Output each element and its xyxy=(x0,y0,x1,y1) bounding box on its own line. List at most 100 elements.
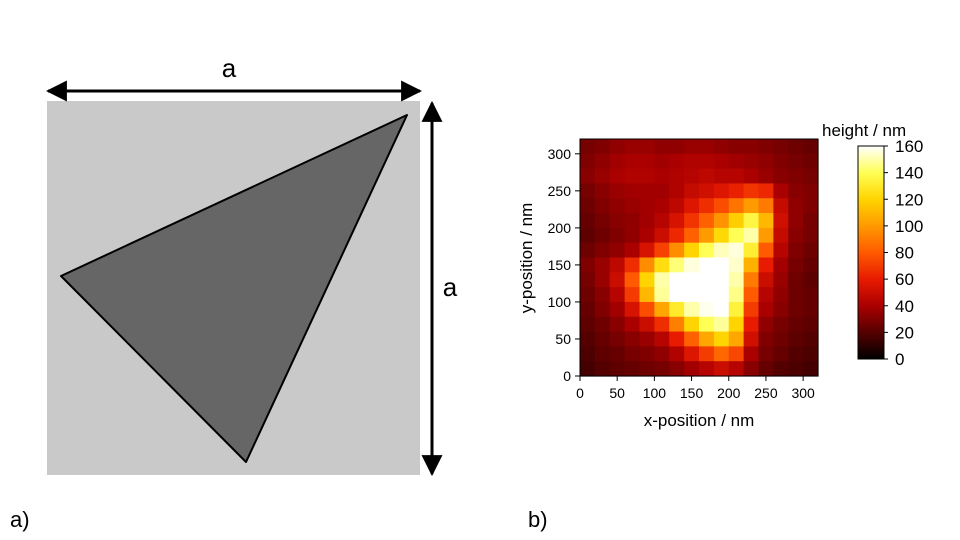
heatmap-cell xyxy=(773,272,789,288)
y-axis: 0 50 100 150 200 250 300 xyxy=(548,146,580,384)
heatmap-cell xyxy=(669,168,685,185)
heatmap-cell xyxy=(669,361,685,377)
heatmap-cell xyxy=(743,153,760,170)
heatmap-cell xyxy=(684,139,700,155)
heatmap-cell xyxy=(654,153,670,170)
heatmap-cell xyxy=(594,346,611,362)
heatmap-cell xyxy=(639,139,655,155)
heatmap-cell xyxy=(684,361,700,377)
heatmap-cell xyxy=(773,198,789,214)
y-tick-label: 0 xyxy=(563,368,571,384)
x-tick-label: 100 xyxy=(643,385,667,401)
heatmap-cell xyxy=(758,213,774,229)
heatmap-cell xyxy=(594,331,611,347)
heatmap-cell xyxy=(713,139,730,155)
heatmap-cell xyxy=(713,183,730,199)
heatmap-cell xyxy=(654,242,670,259)
heatmap-cell xyxy=(803,361,819,377)
heatmap-cell xyxy=(639,168,655,185)
heatmap-cell xyxy=(788,301,804,318)
heatmap-cell xyxy=(743,183,760,199)
heatmap-cell xyxy=(803,168,819,185)
heatmap-cell xyxy=(580,361,596,377)
heatmap-cell xyxy=(803,153,819,170)
heatmap-cell xyxy=(654,213,670,229)
heatmap-cell xyxy=(639,198,655,214)
heatmap-cell xyxy=(788,346,804,362)
heatmap-cell xyxy=(609,213,626,229)
x-axis-title: x-position / nm xyxy=(644,411,755,430)
heatmap-cell xyxy=(758,153,774,170)
heatmap-cell xyxy=(713,242,730,259)
y-tick-label: 200 xyxy=(548,220,572,236)
heatmap-cell xyxy=(743,301,760,318)
heatmap-cell xyxy=(788,153,804,170)
heatmap-cell xyxy=(669,213,685,229)
heatmap-cell xyxy=(624,153,641,170)
heatmap-cell xyxy=(594,301,611,318)
heatmap-cell xyxy=(609,198,626,214)
heatmap-cell xyxy=(773,287,789,303)
heatmap-cell xyxy=(758,346,774,362)
heatmap-cell xyxy=(803,183,819,199)
heatmap-cell xyxy=(773,257,789,273)
heatmap-cell xyxy=(654,198,670,214)
heatmap-cell xyxy=(580,153,596,170)
heatmap-cell xyxy=(788,183,804,199)
heatmap-cell xyxy=(758,331,774,347)
heatmap-cell xyxy=(713,257,730,273)
heatmap-cell xyxy=(669,301,685,318)
heatmap-cell xyxy=(594,316,611,333)
heatmap-cell xyxy=(654,227,670,244)
y-tick-label: 50 xyxy=(555,331,571,347)
heatmap-cell xyxy=(743,198,760,214)
heatmap-cell xyxy=(758,301,774,318)
heatmap-cell xyxy=(743,346,760,362)
x-tick-label: 50 xyxy=(609,385,625,401)
heatmap-cell xyxy=(803,139,819,155)
y-axis-title: y-position / nm xyxy=(517,203,536,314)
heatmap-cell xyxy=(684,168,700,185)
heatmap-cell xyxy=(580,301,596,318)
heatmap-cell xyxy=(699,168,715,185)
heatmap-cell xyxy=(669,242,685,259)
heatmap-cell xyxy=(713,301,730,318)
heatmap-cell xyxy=(669,257,685,273)
heatmap-cell xyxy=(713,331,730,347)
heatmap-cell xyxy=(624,227,641,244)
colorbar-tick-label: 0 xyxy=(895,350,904,369)
heatmap-cell xyxy=(594,198,611,214)
heatmap-cell xyxy=(699,301,715,318)
heatmap-cell xyxy=(669,272,685,288)
heatmap-cell xyxy=(609,287,626,303)
heatmap-cell xyxy=(803,331,819,347)
heatmap-cell xyxy=(713,287,730,303)
heatmap-cell xyxy=(609,242,626,259)
plot-frame xyxy=(579,138,819,377)
x-tick-label: 200 xyxy=(717,385,741,401)
heatmap-cell xyxy=(713,213,730,229)
colorbar-tick-label: 100 xyxy=(895,217,923,236)
heatmap-cell xyxy=(728,287,745,303)
heatmap-cell xyxy=(699,346,715,362)
heatmap-cell xyxy=(624,139,641,155)
heatmap-cell xyxy=(773,153,789,170)
heatmap-cell xyxy=(728,227,745,244)
heatmap-cell xyxy=(713,316,730,333)
heatmap-cell xyxy=(639,227,655,244)
heatmap-cell xyxy=(713,227,730,244)
heatmap-cell xyxy=(669,139,685,155)
heatmap-cell xyxy=(594,287,611,303)
heatmap-cell xyxy=(624,316,641,333)
heatmap-cell xyxy=(684,213,700,229)
heatmap-cell xyxy=(728,213,745,229)
heatmap-cell xyxy=(773,139,789,155)
heatmap-cell xyxy=(743,316,760,333)
heatmap-cell xyxy=(773,242,789,259)
heatmap-cell xyxy=(624,198,641,214)
heatmap-cell xyxy=(594,227,611,244)
heatmap-cell xyxy=(654,316,670,333)
heatmap-cell xyxy=(580,242,596,259)
heatmap-cell xyxy=(684,316,700,333)
